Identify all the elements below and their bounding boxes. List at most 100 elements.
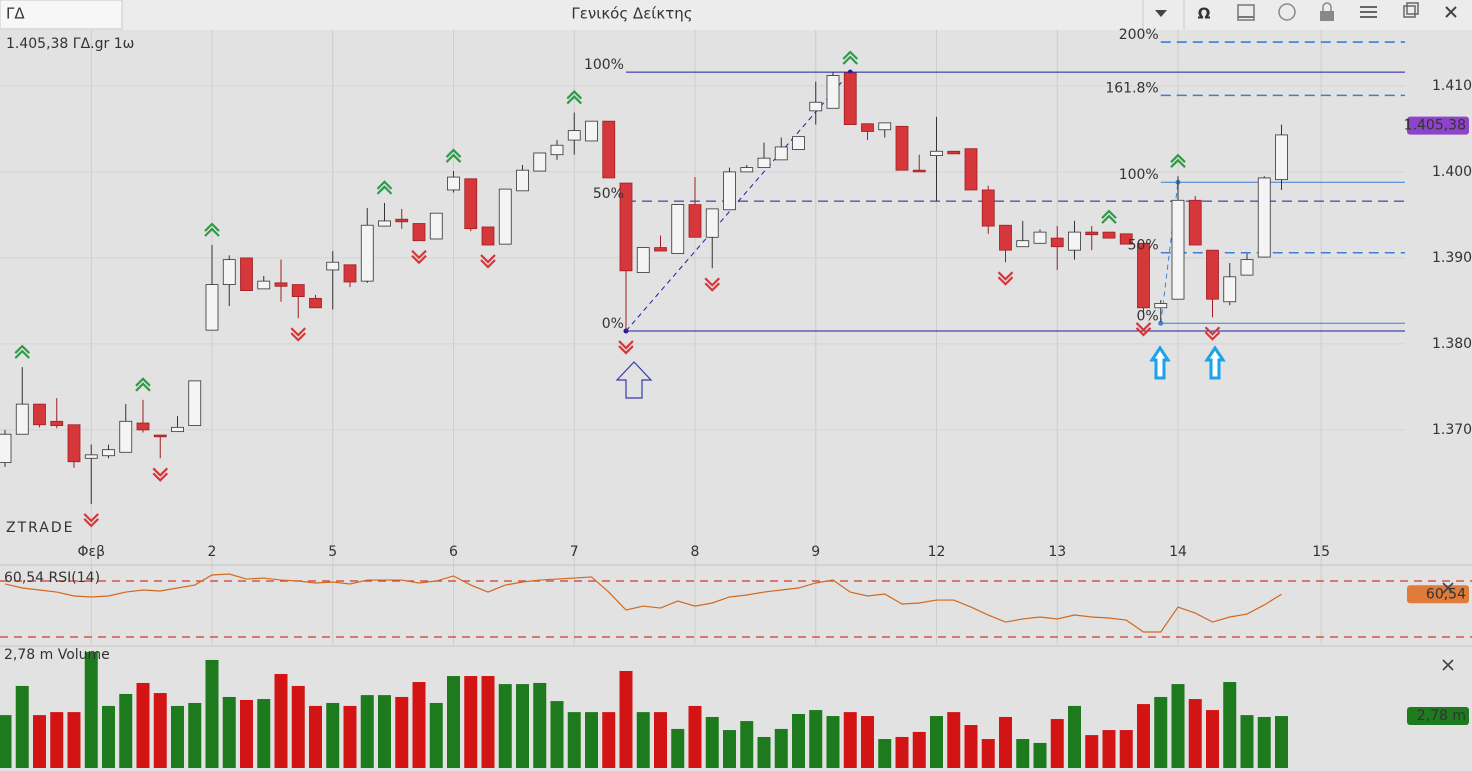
y-tick-label: 1.370: [1432, 422, 1472, 438]
signal-down: [290, 327, 307, 342]
candle-body: [895, 125, 909, 171]
signal-up: [376, 180, 393, 195]
panel-button[interactable]: [1237, 4, 1255, 21]
volume-bar: [291, 685, 305, 768]
rsi-line: [4, 573, 1282, 633]
candle-body: [826, 75, 840, 109]
y-tick-label: 1.390: [1432, 250, 1472, 266]
candle-body: [67, 424, 81, 463]
volume-bar: [395, 696, 409, 768]
volume-bar: [722, 730, 736, 768]
menu-button[interactable]: [1360, 6, 1377, 18]
candle-body: [878, 122, 892, 131]
volume-bar: [705, 716, 719, 768]
lock-button[interactable]: [1320, 11, 1334, 21]
candle-body: [1137, 242, 1150, 309]
y-tick-label: 1.410: [1432, 78, 1472, 94]
fib-level-label: 100%: [1119, 167, 1159, 183]
x-tick-label: 8: [691, 544, 700, 560]
arrow-annotation: [1204, 345, 1226, 380]
candle-body: [1102, 231, 1116, 239]
candle-body: [930, 150, 943, 156]
volume-bar: [929, 716, 943, 768]
volume-bar: [1136, 704, 1150, 768]
volume-value: 2,78 m: [4, 647, 53, 663]
volume-bar: [240, 699, 254, 768]
close-button[interactable]: [1445, 6, 1457, 18]
candle-body: [498, 188, 512, 245]
fib-level-label: 100%: [584, 57, 624, 73]
candle-body: [809, 101, 823, 112]
dropdown-button[interactable]: [1155, 10, 1167, 17]
candle-body: [171, 426, 184, 433]
candle-body: [723, 171, 736, 211]
candle-body: [1188, 199, 1202, 246]
volume-close-button[interactable]: [1442, 659, 1454, 671]
candle-body: [671, 204, 685, 255]
rsi-close-button[interactable]: [1442, 582, 1454, 594]
volume-legend: 2,78 m Volume: [4, 647, 110, 663]
fib-level-label: 0%: [1137, 308, 1159, 324]
candle-body: [516, 169, 529, 192]
volume-bar: [446, 676, 460, 768]
fib-level-label: 0%: [602, 316, 624, 332]
candle-body: [1033, 231, 1047, 244]
header-bar: [0, 0, 1472, 30]
signal-up: [14, 344, 31, 359]
volume-bar: [67, 712, 81, 768]
candle-body: [153, 434, 167, 438]
candle-body: [792, 136, 805, 150]
rsi-value: 60,54: [4, 570, 44, 586]
signal-down: [1204, 326, 1221, 341]
candle-body: [395, 218, 409, 223]
candle-body: [205, 284, 219, 331]
volume-bar: [1016, 739, 1030, 768]
candle-body: [84, 454, 98, 459]
y-tick-label: 1.380: [1432, 336, 1472, 352]
volume-bar: [171, 705, 185, 768]
lock-shackle: [1322, 2, 1332, 11]
volume-bar: [1033, 742, 1047, 768]
candle-body: [550, 144, 564, 156]
restore-button[interactable]: [1403, 5, 1416, 18]
volume-bar: [1205, 710, 1219, 768]
volume-bar: [1223, 682, 1237, 768]
signal-down: [83, 513, 100, 528]
volume-bar: [50, 712, 64, 768]
volume-bar: [860, 716, 874, 768]
volume-bar: [1257, 716, 1271, 768]
volume-bar: [602, 712, 616, 768]
grid-layer: [0, 30, 1472, 645]
rsi-legend: 60,54 RSI(14): [4, 570, 100, 586]
volume-bar: [584, 712, 598, 768]
volume-bar: [326, 702, 340, 768]
volume-bar: [136, 682, 150, 768]
volume-bar: [15, 685, 29, 768]
volume-bar: [740, 721, 754, 768]
candle-body: [50, 420, 64, 427]
comment-button[interactable]: [1278, 3, 1296, 21]
volume-bar: [377, 695, 391, 768]
volume-bar: [878, 739, 892, 768]
candle-body: [102, 449, 115, 457]
candle-body: [464, 178, 478, 230]
signal-up: [1101, 209, 1117, 224]
symbol-button[interactable]: Ω: [1198, 5, 1211, 23]
candle-body: [567, 130, 581, 141]
symbol-input[interactable]: ΓΔ: [6, 5, 25, 23]
volume-bar: [1119, 730, 1133, 768]
last-price-tag-bg: [1407, 116, 1469, 135]
signal-down: [480, 254, 496, 269]
candle-body: [774, 146, 788, 161]
window-title: Γενικός Δείκτης: [571, 5, 692, 23]
symbol-box[interactable]: [0, 0, 123, 30]
volume-bar: [412, 682, 426, 768]
signal-down: [997, 271, 1014, 286]
restore-button-back: [1406, 2, 1419, 15]
candle-body: [533, 152, 547, 172]
candle-body: [947, 150, 961, 155]
candle-body: [843, 72, 857, 126]
candle-body: [447, 176, 460, 191]
y-tick-label: 1.400: [1432, 164, 1472, 180]
